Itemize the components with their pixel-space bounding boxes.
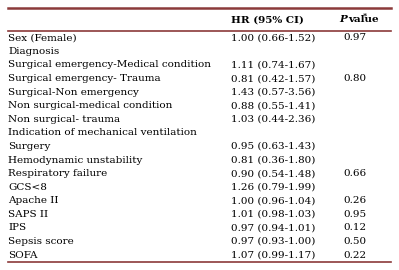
Text: Indication of mechanical ventilation: Indication of mechanical ventilation <box>8 129 197 137</box>
Text: *: * <box>363 12 367 19</box>
Text: Respiratory failure: Respiratory failure <box>8 169 107 178</box>
Text: 1.03 (0.44-2.36): 1.03 (0.44-2.36) <box>231 115 316 124</box>
Text: 0.81 (0.42-1.57): 0.81 (0.42-1.57) <box>231 74 316 83</box>
Text: Non surgical- trauma: Non surgical- trauma <box>8 115 120 124</box>
Text: Surgical emergency- Trauma: Surgical emergency- Trauma <box>8 74 161 83</box>
Text: 1.26 (0.79-1.99): 1.26 (0.79-1.99) <box>231 183 316 192</box>
Text: 0.66: 0.66 <box>343 169 366 178</box>
Text: 0.81 (0.36-1.80): 0.81 (0.36-1.80) <box>231 156 316 164</box>
Text: 0.80: 0.80 <box>343 74 366 83</box>
Text: 0.50: 0.50 <box>343 237 366 246</box>
Text: 1.11 (0.74-1.67): 1.11 (0.74-1.67) <box>231 60 316 69</box>
Text: value: value <box>348 15 379 24</box>
Text: 1.43 (0.57-3.56): 1.43 (0.57-3.56) <box>231 88 316 97</box>
Text: HR (95% CI): HR (95% CI) <box>231 15 304 24</box>
Text: 0.97: 0.97 <box>343 33 366 42</box>
Text: P: P <box>339 15 347 24</box>
Text: IPS: IPS <box>8 224 26 232</box>
Text: 0.12: 0.12 <box>343 224 366 232</box>
Text: Sex (Female): Sex (Female) <box>8 33 77 42</box>
Text: SOFA: SOFA <box>8 251 38 260</box>
Text: Non surgical-medical condition: Non surgical-medical condition <box>8 101 172 110</box>
Text: Hemodynamic unstability: Hemodynamic unstability <box>8 156 142 164</box>
Text: 0.97 (0.93-1.00): 0.97 (0.93-1.00) <box>231 237 316 246</box>
Text: 1.07 (0.99-1.17): 1.07 (0.99-1.17) <box>231 251 316 260</box>
Text: 0.95: 0.95 <box>343 210 366 219</box>
Text: Surgical-Non emergency: Surgical-Non emergency <box>8 88 139 97</box>
Text: 0.26: 0.26 <box>343 196 366 205</box>
Text: 0.88 (0.55-1.41): 0.88 (0.55-1.41) <box>231 101 316 110</box>
Text: GCS<8: GCS<8 <box>8 183 47 192</box>
Text: Sepsis score: Sepsis score <box>8 237 74 246</box>
Text: 0.90 (0.54-1.48): 0.90 (0.54-1.48) <box>231 169 316 178</box>
Text: Apache II: Apache II <box>8 196 59 205</box>
Text: Surgical emergency-Medical condition: Surgical emergency-Medical condition <box>8 60 211 69</box>
Text: Surgery: Surgery <box>8 142 50 151</box>
Text: 0.95 (0.63-1.43): 0.95 (0.63-1.43) <box>231 142 316 151</box>
Text: 1.00 (0.96-1.04): 1.00 (0.96-1.04) <box>231 196 316 205</box>
Text: 1.00 (0.66-1.52): 1.00 (0.66-1.52) <box>231 33 316 42</box>
Text: Diagnosis: Diagnosis <box>8 47 59 56</box>
Text: 0.22: 0.22 <box>343 251 366 260</box>
Text: 1.01 (0.98-1.03): 1.01 (0.98-1.03) <box>231 210 316 219</box>
Text: 0.97 (0.94-1.01): 0.97 (0.94-1.01) <box>231 224 316 232</box>
Text: SAPS II: SAPS II <box>8 210 48 219</box>
